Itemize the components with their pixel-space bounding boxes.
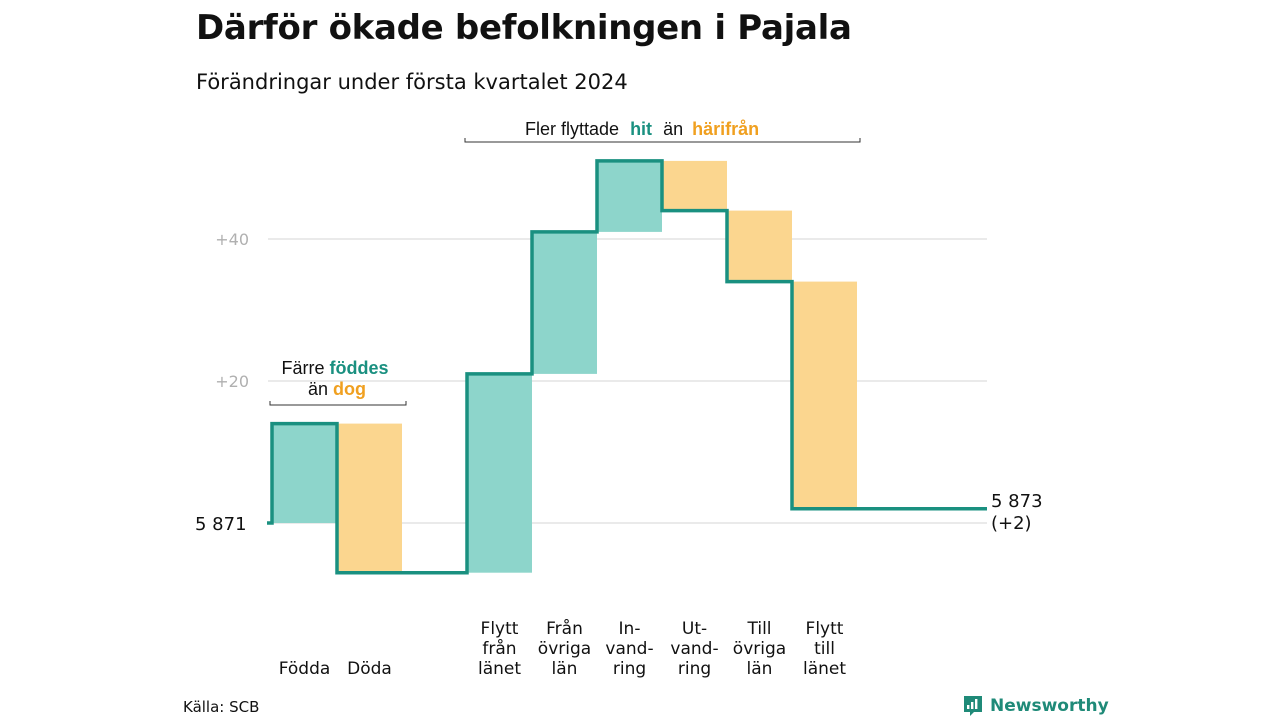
x-category-label: ring: [613, 659, 646, 679]
bar-increase: [272, 423, 337, 523]
bar-increase: [532, 231, 597, 374]
x-category-label: Döda: [347, 659, 392, 679]
natural-bracket: [269, 401, 407, 406]
bar-increase: [597, 160, 662, 232]
x-category-label: ring: [678, 659, 711, 679]
x-category-label: län: [747, 659, 773, 679]
x-category-label: Till: [746, 619, 771, 639]
bar-decrease: [662, 160, 727, 211]
migration-bracket: [464, 138, 861, 143]
bar-increase: [467, 373, 532, 573]
x-category-label: Från: [546, 618, 583, 639]
cumulative-step-line: [267, 159, 987, 575]
migration-annotation: Fler flyttade hit än härifrån: [525, 119, 759, 139]
natural-annotation-line1: Färre föddes: [281, 358, 388, 378]
brand-logo[interactable]: Newsworthy: [962, 694, 1109, 718]
newsworthy-logo-icon: [964, 696, 982, 716]
x-category-label: Födda: [279, 659, 331, 679]
x-category-label: Flytt: [481, 619, 519, 639]
brand-name: Newsworthy: [990, 696, 1109, 716]
start-value-label: 5 871: [195, 514, 247, 535]
end-change-label: (+2): [991, 513, 1032, 534]
x-category-label: Ut-: [682, 619, 707, 639]
x-category-label: till: [814, 639, 835, 659]
y-tick-label: +20: [215, 372, 249, 391]
bar-decrease: [337, 423, 402, 573]
end-value-label: 5 873: [991, 491, 1043, 512]
x-category-label: övriga: [538, 639, 591, 659]
source-note: Källa: SCB: [183, 698, 260, 716]
natural-annotation-line2: än dog: [308, 379, 366, 399]
x-category-label: Flytt: [806, 619, 844, 639]
y-tick-label: +40: [215, 230, 249, 249]
x-category-label: In-: [619, 619, 641, 639]
x-category-label: övriga: [733, 639, 786, 659]
x-category-label: vand-: [670, 639, 718, 659]
x-category-label: länet: [478, 659, 521, 679]
bar-decrease: [727, 210, 792, 282]
chart-subtitle: Förändringar under första kvartalet 2024: [196, 70, 628, 94]
x-category-label: länet: [803, 659, 846, 679]
x-category-label: vand-: [605, 639, 653, 659]
chart-title: Därför ökade befolkningen i Pajala: [196, 8, 852, 48]
x-category-label: från: [482, 638, 516, 659]
x-category-label: län: [552, 659, 578, 679]
bar-decrease: [792, 281, 857, 509]
